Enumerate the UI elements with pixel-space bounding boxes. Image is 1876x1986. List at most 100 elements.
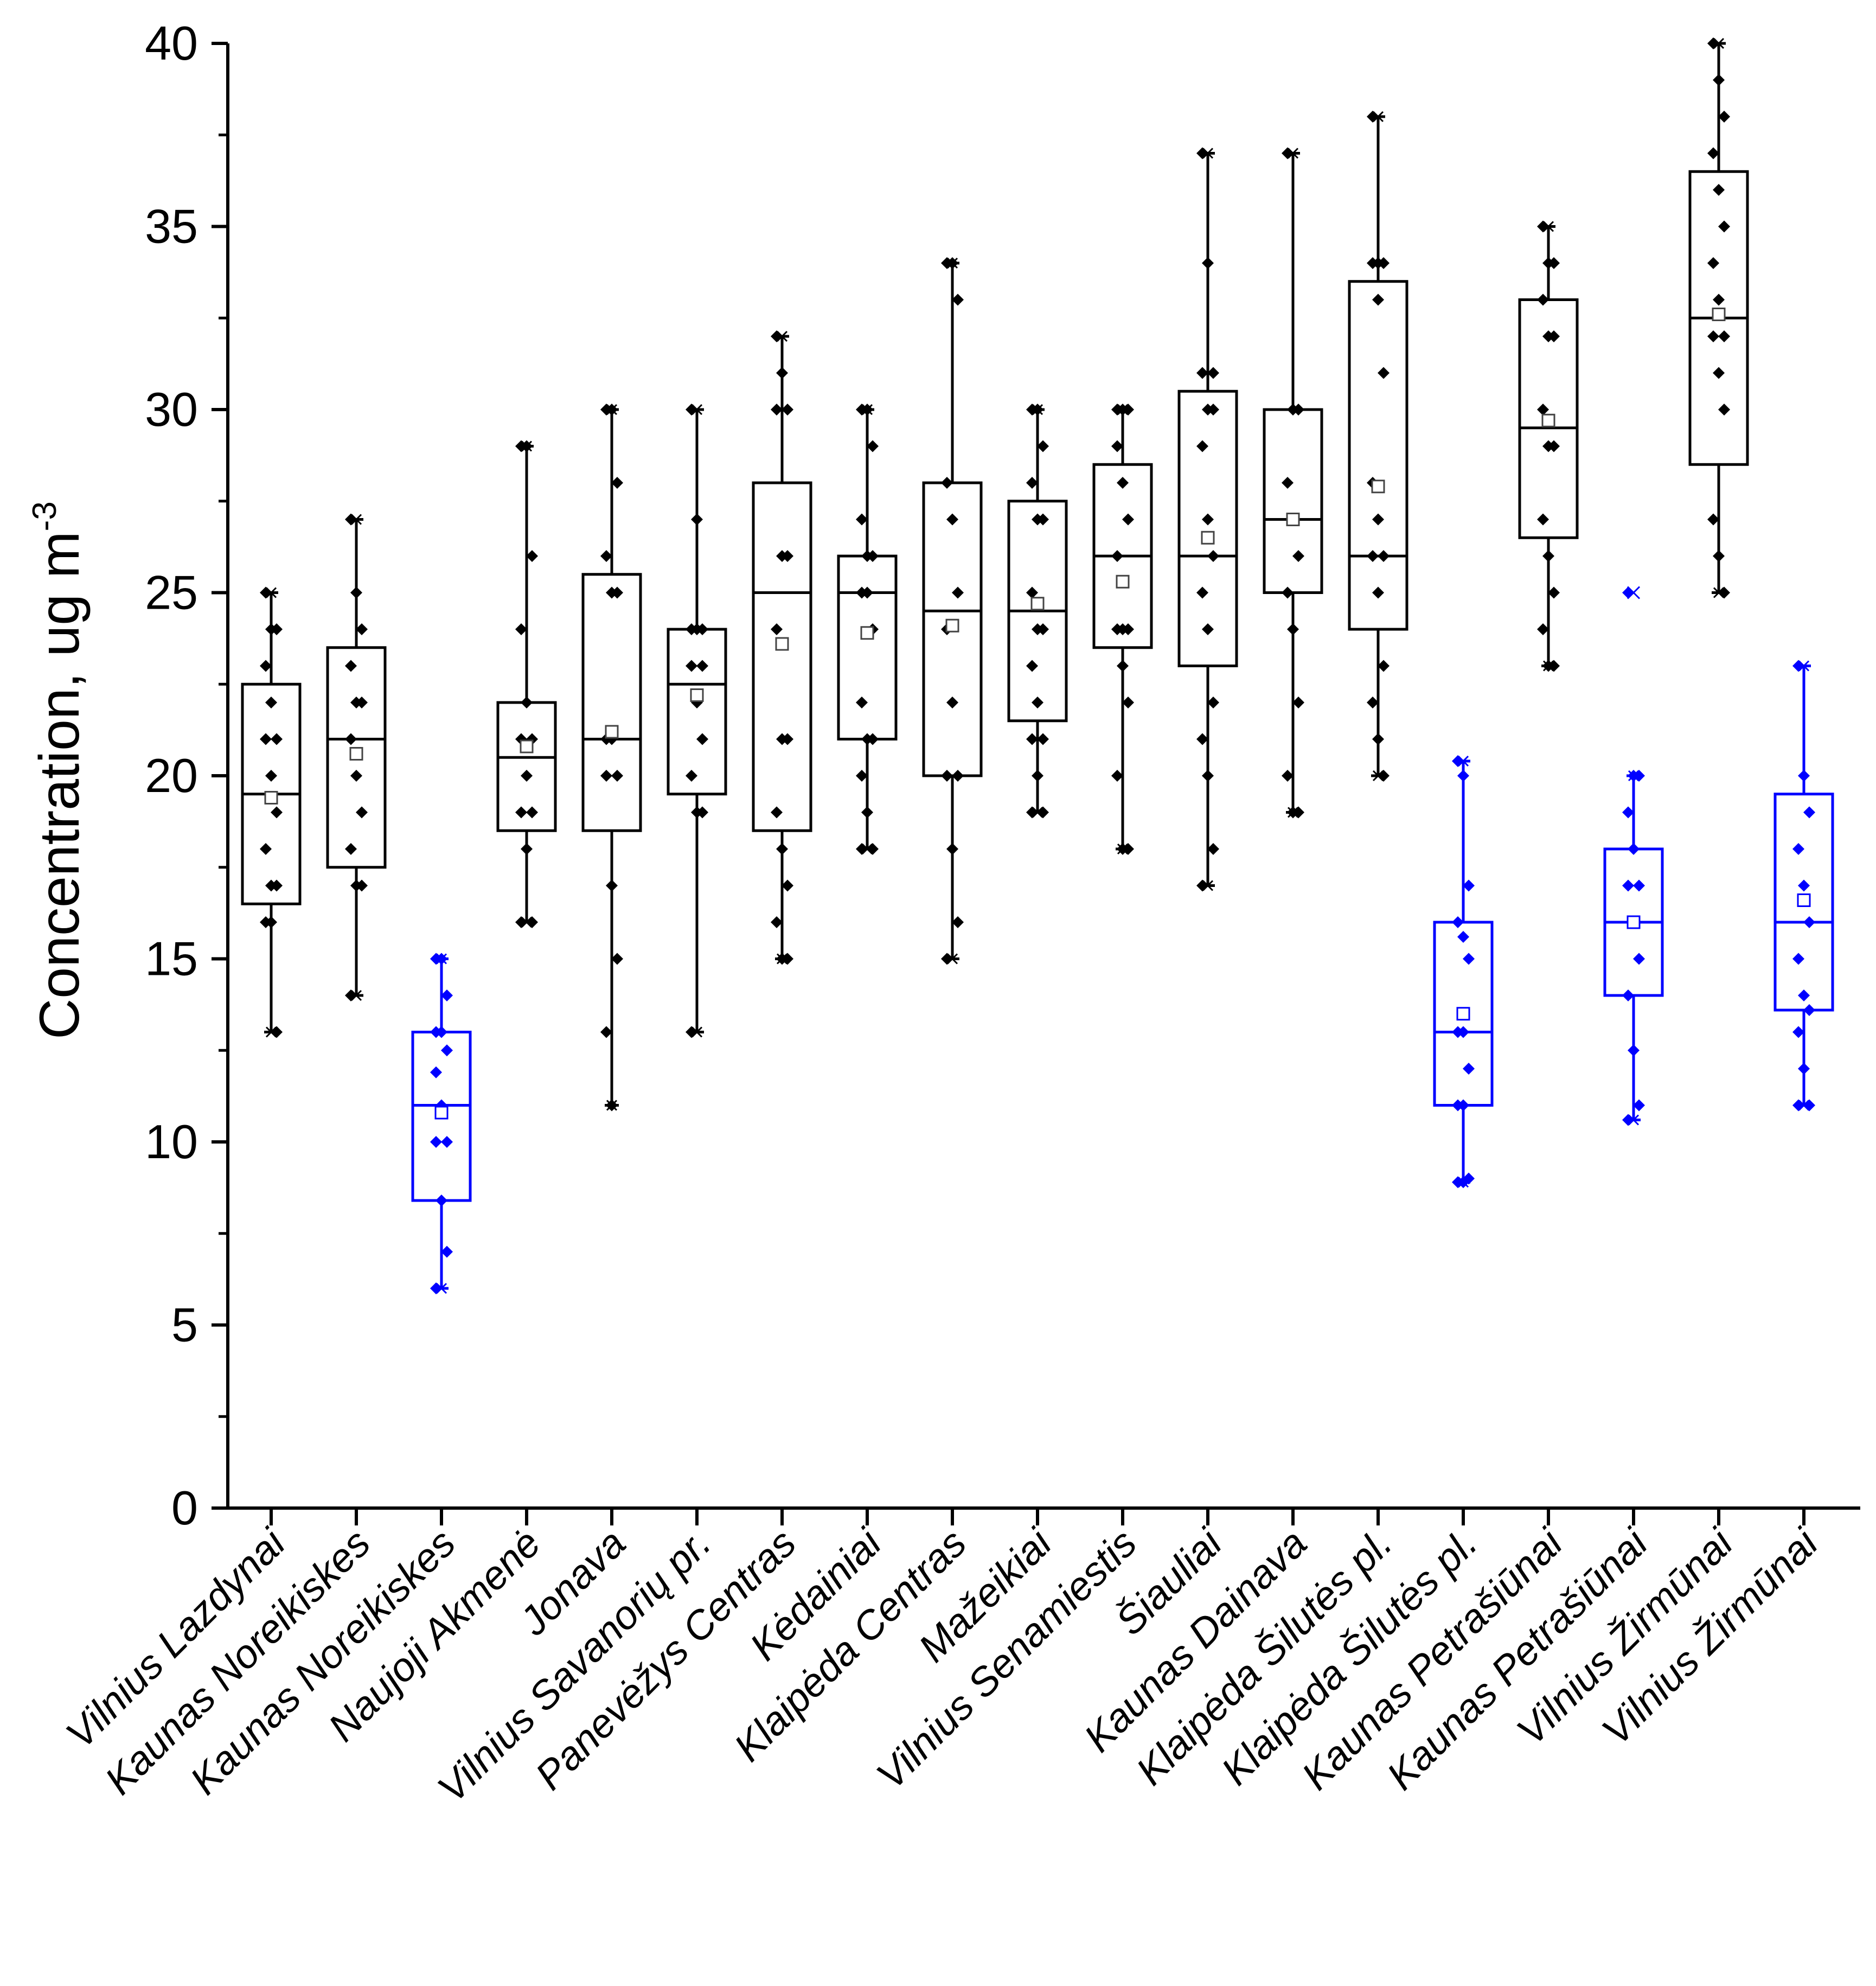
- data-point: [1463, 1063, 1475, 1075]
- min-marker: [606, 1100, 618, 1111]
- data-point: [515, 806, 527, 819]
- data-point: [265, 770, 277, 782]
- y-tick-label: 0: [171, 1481, 198, 1535]
- data-point: [691, 623, 703, 635]
- data-point: [1367, 697, 1379, 708]
- data-point: [1457, 931, 1469, 943]
- box-group: [1433, 755, 1494, 1189]
- max-marker: [691, 404, 703, 416]
- data-point: [441, 1136, 453, 1148]
- min-marker: [946, 953, 958, 965]
- data-point: [952, 770, 964, 782]
- data-point: [345, 660, 357, 672]
- data-point: [515, 623, 527, 635]
- data-point: [952, 293, 964, 306]
- data-point: [1292, 697, 1304, 708]
- data-point: [526, 550, 538, 562]
- data-point: [1633, 1099, 1645, 1112]
- axes-layer: 0 5 10 15 20 25 30 35 40: [145, 16, 1860, 1535]
- data-point: [1378, 367, 1390, 379]
- data-point: [1122, 513, 1134, 526]
- data-point: [1537, 623, 1549, 635]
- box-group: [326, 513, 387, 1001]
- data-point: [350, 770, 362, 782]
- data-point: [436, 1195, 447, 1206]
- min-marker: [521, 916, 533, 928]
- max-marker: [436, 953, 447, 965]
- y-axis-title: Concentration, ug m-3: [26, 501, 91, 1039]
- data-point: [1367, 257, 1379, 269]
- data-point: [1622, 879, 1634, 892]
- data-point: [1707, 330, 1719, 342]
- data-point: [521, 770, 533, 782]
- data-point: [1713, 367, 1725, 379]
- data-point: [1452, 916, 1464, 928]
- data-point: [1372, 293, 1384, 306]
- box-group: [752, 330, 812, 965]
- mean-marker: [1797, 893, 1811, 907]
- data-point: [861, 806, 873, 819]
- max-marker: [1542, 221, 1554, 232]
- box-group: [496, 440, 557, 928]
- data-point: [1026, 477, 1038, 489]
- min-marker: [436, 1282, 447, 1294]
- data-point: [1548, 440, 1560, 452]
- mean-marker: [1116, 574, 1130, 589]
- max-marker: [1287, 148, 1299, 159]
- data-point: [696, 806, 708, 819]
- data-point: [345, 733, 357, 745]
- mean-marker: [775, 637, 789, 651]
- data-point: [946, 513, 958, 526]
- data-point: [1202, 623, 1214, 635]
- data-point: [1026, 660, 1038, 672]
- iqr-box: [581, 573, 642, 832]
- data-point: [782, 404, 793, 416]
- data-point: [1378, 660, 1390, 672]
- data-point: [1718, 111, 1730, 123]
- box-group: [667, 404, 727, 1038]
- data-point: [771, 806, 783, 819]
- data-point: [1037, 440, 1049, 452]
- data-point: [1622, 806, 1634, 819]
- data-point: [1713, 293, 1725, 306]
- data-point: [1111, 623, 1123, 635]
- data-point: [1537, 513, 1549, 526]
- min-marker: [1032, 807, 1043, 818]
- data-point: [356, 623, 368, 635]
- min-marker: [1457, 1177, 1469, 1188]
- data-point: [260, 660, 272, 672]
- min-marker: [691, 1026, 703, 1038]
- max-marker: [1032, 404, 1043, 416]
- data-point: [1196, 440, 1208, 452]
- data-point: [611, 477, 623, 489]
- data-point: [1196, 367, 1208, 379]
- data-point: [1792, 843, 1804, 855]
- box-group: [1688, 37, 1749, 599]
- data-point: [1537, 293, 1549, 306]
- mean-marker: [860, 626, 874, 640]
- data-point: [1111, 550, 1123, 562]
- y-tick-label: 35: [145, 200, 198, 253]
- data-point: [952, 586, 964, 599]
- data-point: [776, 367, 788, 379]
- data-point: [1457, 770, 1469, 782]
- data-point: [436, 1026, 447, 1038]
- mean-marker: [945, 618, 959, 633]
- data-point: [1207, 367, 1219, 379]
- data-point: [782, 733, 793, 745]
- data-point: [1207, 843, 1219, 855]
- mean-marker: [434, 1106, 449, 1120]
- data-point: [1628, 1044, 1640, 1057]
- data-point: [1292, 404, 1304, 416]
- data-point: [265, 697, 277, 708]
- data-point: [521, 697, 533, 708]
- mean-marker: [1627, 915, 1641, 929]
- max-marker: [606, 404, 618, 416]
- data-point: [1718, 220, 1730, 233]
- max-marker: [776, 330, 788, 342]
- box-group: [241, 586, 302, 1038]
- data-point: [271, 806, 283, 819]
- box-group: [1603, 586, 1664, 1126]
- data-point: [271, 623, 283, 635]
